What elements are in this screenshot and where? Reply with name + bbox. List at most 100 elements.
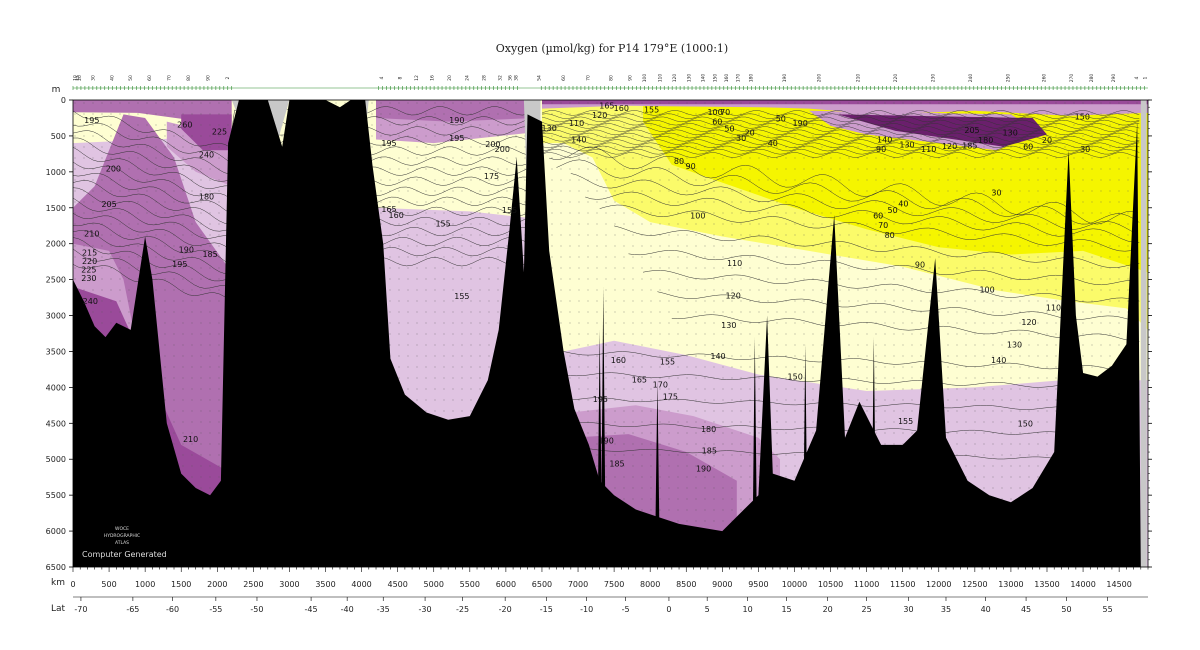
contour-label: 205 <box>101 200 116 209</box>
km-tick-label: 13000 <box>998 580 1023 589</box>
km-tick-label: 8500 <box>676 580 696 589</box>
station-label: 110 <box>658 74 664 83</box>
lat-tick-label: -40 <box>341 605 354 614</box>
station-label: 270 <box>1069 74 1075 83</box>
contour-label: 60 <box>873 212 883 221</box>
station-label: 210 <box>855 74 861 83</box>
lat-tick-label: -5 <box>622 605 630 614</box>
contour-label: 240 <box>83 297 98 306</box>
contour-line <box>541 139 1140 145</box>
y-axis: 0 500 1000 1500 2000 2500 3000 3500 4000 4500 5000… <box>46 96 1152 572</box>
contour-line <box>541 129 1140 136</box>
station-label: 120 <box>672 74 678 83</box>
station-label: 190 <box>782 74 788 83</box>
contour-label: 150 <box>1018 419 1033 428</box>
km-tick-label: 3000 <box>279 580 299 589</box>
no-data-gap <box>1140 100 1147 567</box>
station-label: 70 <box>586 75 592 81</box>
contour-label: 180 <box>199 192 214 201</box>
contour-line <box>541 119 1140 126</box>
seamount <box>752 337 758 567</box>
station-label: 12 <box>414 75 420 81</box>
lat-tick-label: 55 <box>1103 605 1113 614</box>
km-tick-label: 10000 <box>782 580 807 589</box>
y-tick-label: 3500 <box>46 347 66 356</box>
computer-generated-note: Computer Generated <box>82 550 167 559</box>
contour-line <box>541 126 1140 132</box>
contour-label: 185 <box>702 447 717 456</box>
lat-tick-label: 25 <box>862 605 872 614</box>
contour-label: 175 <box>484 172 499 181</box>
lat-tick-label: -70 <box>74 605 87 614</box>
contour-label: 100 <box>979 286 994 295</box>
station-label: 90 <box>627 75 633 81</box>
chart-title: Oxygen (µmol/kg) for P14 179°E (1000:1) <box>496 42 728 55</box>
y-tick-label: 6500 <box>46 563 66 572</box>
contour-label: 110 <box>1046 304 1061 313</box>
contour-line <box>541 148 1140 155</box>
contour-label: 110 <box>569 119 584 128</box>
y-tick-label: 4500 <box>46 419 66 428</box>
contour-label: 130 <box>1007 340 1022 349</box>
contour-label: 155 <box>502 206 517 215</box>
y-tick-label: 3000 <box>46 312 66 321</box>
km-tick-label: 8000 <box>640 580 660 589</box>
station-label: 60 <box>561 75 567 81</box>
seafloor <box>73 100 1148 567</box>
lat-tick-label: 20 <box>823 605 833 614</box>
km-tick-label: 11500 <box>890 580 915 589</box>
y-tick-label: 6000 <box>46 527 66 536</box>
station-label: 4 <box>379 76 385 79</box>
km-tick-label: 2000 <box>207 580 227 589</box>
lat-tick-label: 15 <box>781 605 791 614</box>
lat-tick-label: -20 <box>499 605 512 614</box>
contour-label: 110 <box>727 259 742 268</box>
contour-label: 200 <box>495 145 510 154</box>
x-axis-km: 0 500 1000 1500 2000 2500 3000 3500 4000 4500 5000… <box>70 567 1149 589</box>
y-tick-label: 5000 <box>46 455 66 464</box>
contour-line <box>599 204 1137 252</box>
contour-label: 140 <box>991 356 1006 365</box>
contour-label: 155 <box>454 292 469 301</box>
km-tick-label: 4000 <box>351 580 371 589</box>
contour-label: 185 <box>202 250 217 259</box>
station-label: 80 <box>609 75 615 81</box>
station-label: 260 <box>1042 74 1048 83</box>
station-label: 200 <box>816 74 822 83</box>
contour-label: 165 <box>381 205 396 214</box>
seafloor-bathymetry <box>73 100 1148 567</box>
contour-label: 240 <box>199 151 214 160</box>
contour-label: 190 <box>793 119 808 128</box>
station-label: 70 <box>166 75 172 81</box>
contour-label: 120 <box>1021 318 1036 327</box>
contour-line <box>628 250 1137 286</box>
x-axis-lat-label: Lat <box>51 604 66 614</box>
km-tick-label: 5000 <box>424 580 444 589</box>
x-axis-km-label: km <box>51 578 65 588</box>
contour-label: 120 <box>592 111 607 120</box>
y-tick-label: 5500 <box>46 491 66 500</box>
contour-label: 225 <box>81 266 96 275</box>
contour-label: 155 <box>644 105 659 114</box>
contour-label: 230 <box>81 274 96 283</box>
contour-line <box>541 152 1140 158</box>
km-tick-label: 6500 <box>532 580 552 589</box>
plot-area: 1952002052102152202252302402602402251801… <box>73 100 1148 567</box>
contour-label: 140 <box>571 136 586 145</box>
km-tick-label: 13500 <box>1034 580 1059 589</box>
contour-label: 50 <box>724 125 734 134</box>
lat-tick-label: 45 <box>1021 605 1031 614</box>
station-label: 32 <box>498 75 504 81</box>
km-tick-label: 9500 <box>748 580 768 589</box>
lat-tick-label: -30 <box>419 605 432 614</box>
station-label: 20 <box>77 75 83 81</box>
contour-label: 185 <box>609 460 624 469</box>
contour-label: 40 <box>768 139 778 148</box>
contour-line <box>541 116 1140 123</box>
lat-tick-label: 5 <box>705 605 710 614</box>
contour-label: 190 <box>179 245 194 254</box>
km-tick-label: 2500 <box>243 580 263 589</box>
contour-labels: 1952002052102152202252302402602402251801… <box>81 102 1090 474</box>
